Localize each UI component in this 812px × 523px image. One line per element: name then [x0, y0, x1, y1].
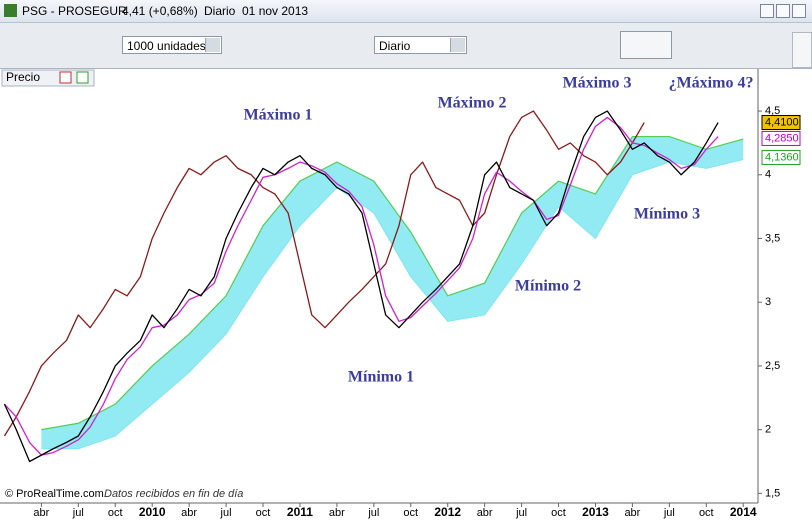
price-label: 4,4100	[765, 116, 799, 128]
annotation: Mínimo 3	[634, 206, 700, 223]
cloud-upper	[41, 135, 744, 431]
chart-area: Precio © ProRealTime.com Datos recibidos…	[0, 68, 812, 523]
annotation: Máximo 2	[438, 95, 507, 112]
annotation: Máximo 3	[563, 75, 632, 92]
annotation: Máximo 1	[244, 107, 313, 124]
price-label-box	[761, 115, 801, 131]
y-tick-label: 3	[765, 296, 771, 308]
chart: Precio © ProRealTime.com Datos recibidos…	[0, 69, 801, 519]
x-tick-label: abr	[33, 507, 49, 519]
price-label: 4,2850	[765, 132, 799, 144]
minimize-button[interactable]	[760, 4, 774, 18]
y-tick-label: 2	[765, 424, 771, 436]
app-icon	[4, 4, 17, 17]
remove-button[interactable]	[59, 71, 72, 84]
x-tick-label: jul	[515, 507, 527, 519]
y-tick-label: 2,5	[765, 360, 780, 372]
y-tick-label: 1,5	[765, 487, 780, 499]
x-tick-label: jul	[72, 507, 84, 519]
cloud	[41, 136, 744, 449]
x-tick-label: oct	[108, 507, 123, 519]
y-tick-label: 3,5	[765, 232, 780, 244]
interval-select[interactable]: Diario	[374, 36, 467, 54]
title-bar: PSG - PROSEGUR 4,41 (+0,68%) Diario 01 n…	[0, 0, 812, 23]
x-tick-label: 2012	[434, 505, 461, 519]
price-line	[3, 110, 645, 437]
indicator-button[interactable]	[620, 31, 672, 59]
y-tick-label: 4,5	[765, 105, 780, 117]
add-button[interactable]	[76, 71, 89, 84]
x-tick-label: oct	[551, 507, 566, 519]
annotation: Mínimo 1	[348, 369, 414, 386]
price-line	[3, 110, 719, 463]
window-title: PSG - PROSEGUR	[22, 4, 127, 18]
x-tick-label: jul	[220, 507, 232, 519]
price-label-box	[761, 130, 801, 146]
y-tick-label: 4	[765, 169, 771, 181]
quote: 4,41 (+0,68%)	[122, 4, 198, 18]
x-tick-label: 2010	[139, 505, 166, 519]
x-tick-label: abr	[477, 507, 493, 519]
panel-label: Precio	[6, 70, 40, 84]
annotation: ¿Máximo 4?	[669, 75, 754, 92]
x-tick-label: 2013	[582, 505, 609, 519]
x-tick-label: oct	[256, 507, 271, 519]
x-tick-label: oct	[403, 507, 418, 519]
x-tick-label: jul	[663, 507, 675, 519]
side-button[interactable]	[792, 32, 812, 68]
x-tick-label: abr	[624, 507, 640, 519]
x-tick-label: abr	[181, 507, 197, 519]
x-tick-label: jul	[367, 507, 379, 519]
price-line	[3, 116, 719, 456]
price-label-box	[761, 149, 801, 165]
price-label: 4,1360	[765, 151, 799, 163]
x-tick-label: 2011	[287, 505, 313, 519]
period: Diario 01 nov 2013	[204, 4, 309, 18]
copyright: © ProRealTime.com	[5, 488, 104, 500]
x-tick-label: oct	[699, 507, 714, 519]
close-button[interactable]	[792, 4, 806, 18]
quantity-select[interactable]: 1000 unidades	[122, 36, 222, 54]
maximize-button[interactable]	[776, 4, 790, 18]
data-note: Datos recibidos en fin de día	[104, 488, 243, 500]
annotation: Mínimo 2	[515, 278, 581, 295]
x-tick-label: abr	[329, 507, 345, 519]
x-tick-label: 2014	[730, 505, 757, 519]
